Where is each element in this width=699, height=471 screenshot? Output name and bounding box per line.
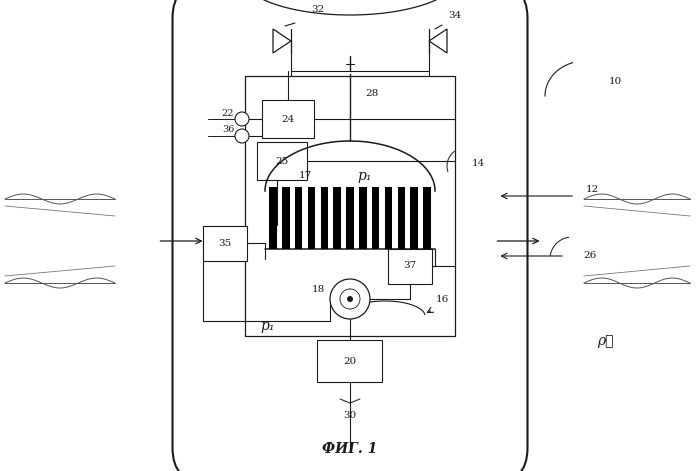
Text: 28: 28 <box>366 89 379 97</box>
Bar <box>308 187 315 249</box>
Text: 26: 26 <box>584 252 597 260</box>
Text: ρ⁁: ρ⁁ <box>597 334 613 348</box>
Text: 32: 32 <box>311 5 324 14</box>
Bar <box>388 249 432 284</box>
Text: ФИГ. 1: ФИГ. 1 <box>322 442 377 456</box>
Text: 30: 30 <box>343 412 356 421</box>
Bar <box>262 100 314 138</box>
Circle shape <box>347 296 353 302</box>
Circle shape <box>330 279 370 319</box>
Bar <box>269 187 277 249</box>
Text: p₁: p₁ <box>358 169 373 183</box>
Text: 37: 37 <box>403 261 417 270</box>
Text: 24: 24 <box>282 114 294 123</box>
Bar <box>203 226 247 260</box>
Text: 36: 36 <box>222 124 234 133</box>
Text: 14: 14 <box>471 159 484 168</box>
Bar <box>384 187 392 249</box>
Bar <box>359 187 367 249</box>
Circle shape <box>235 112 249 126</box>
FancyBboxPatch shape <box>173 0 528 471</box>
Bar <box>295 187 303 249</box>
Bar <box>257 142 307 180</box>
Bar <box>317 340 382 382</box>
Text: p₁: p₁ <box>261 319 275 333</box>
Text: 16: 16 <box>435 294 449 303</box>
Bar <box>321 187 328 249</box>
Bar <box>282 187 289 249</box>
Circle shape <box>235 129 249 143</box>
Text: 22: 22 <box>222 108 234 117</box>
Bar <box>346 187 354 249</box>
Text: 10: 10 <box>608 76 621 86</box>
Bar <box>398 187 405 249</box>
Text: 25: 25 <box>275 156 289 165</box>
Text: 35: 35 <box>218 238 231 247</box>
Text: 17: 17 <box>298 171 312 180</box>
Text: 18: 18 <box>311 284 324 293</box>
Bar <box>423 187 431 249</box>
Bar <box>410 187 418 249</box>
Text: 20: 20 <box>343 357 356 365</box>
Text: 34: 34 <box>448 11 461 21</box>
Bar <box>372 187 380 249</box>
Text: 12: 12 <box>585 185 598 194</box>
Bar <box>333 187 341 249</box>
